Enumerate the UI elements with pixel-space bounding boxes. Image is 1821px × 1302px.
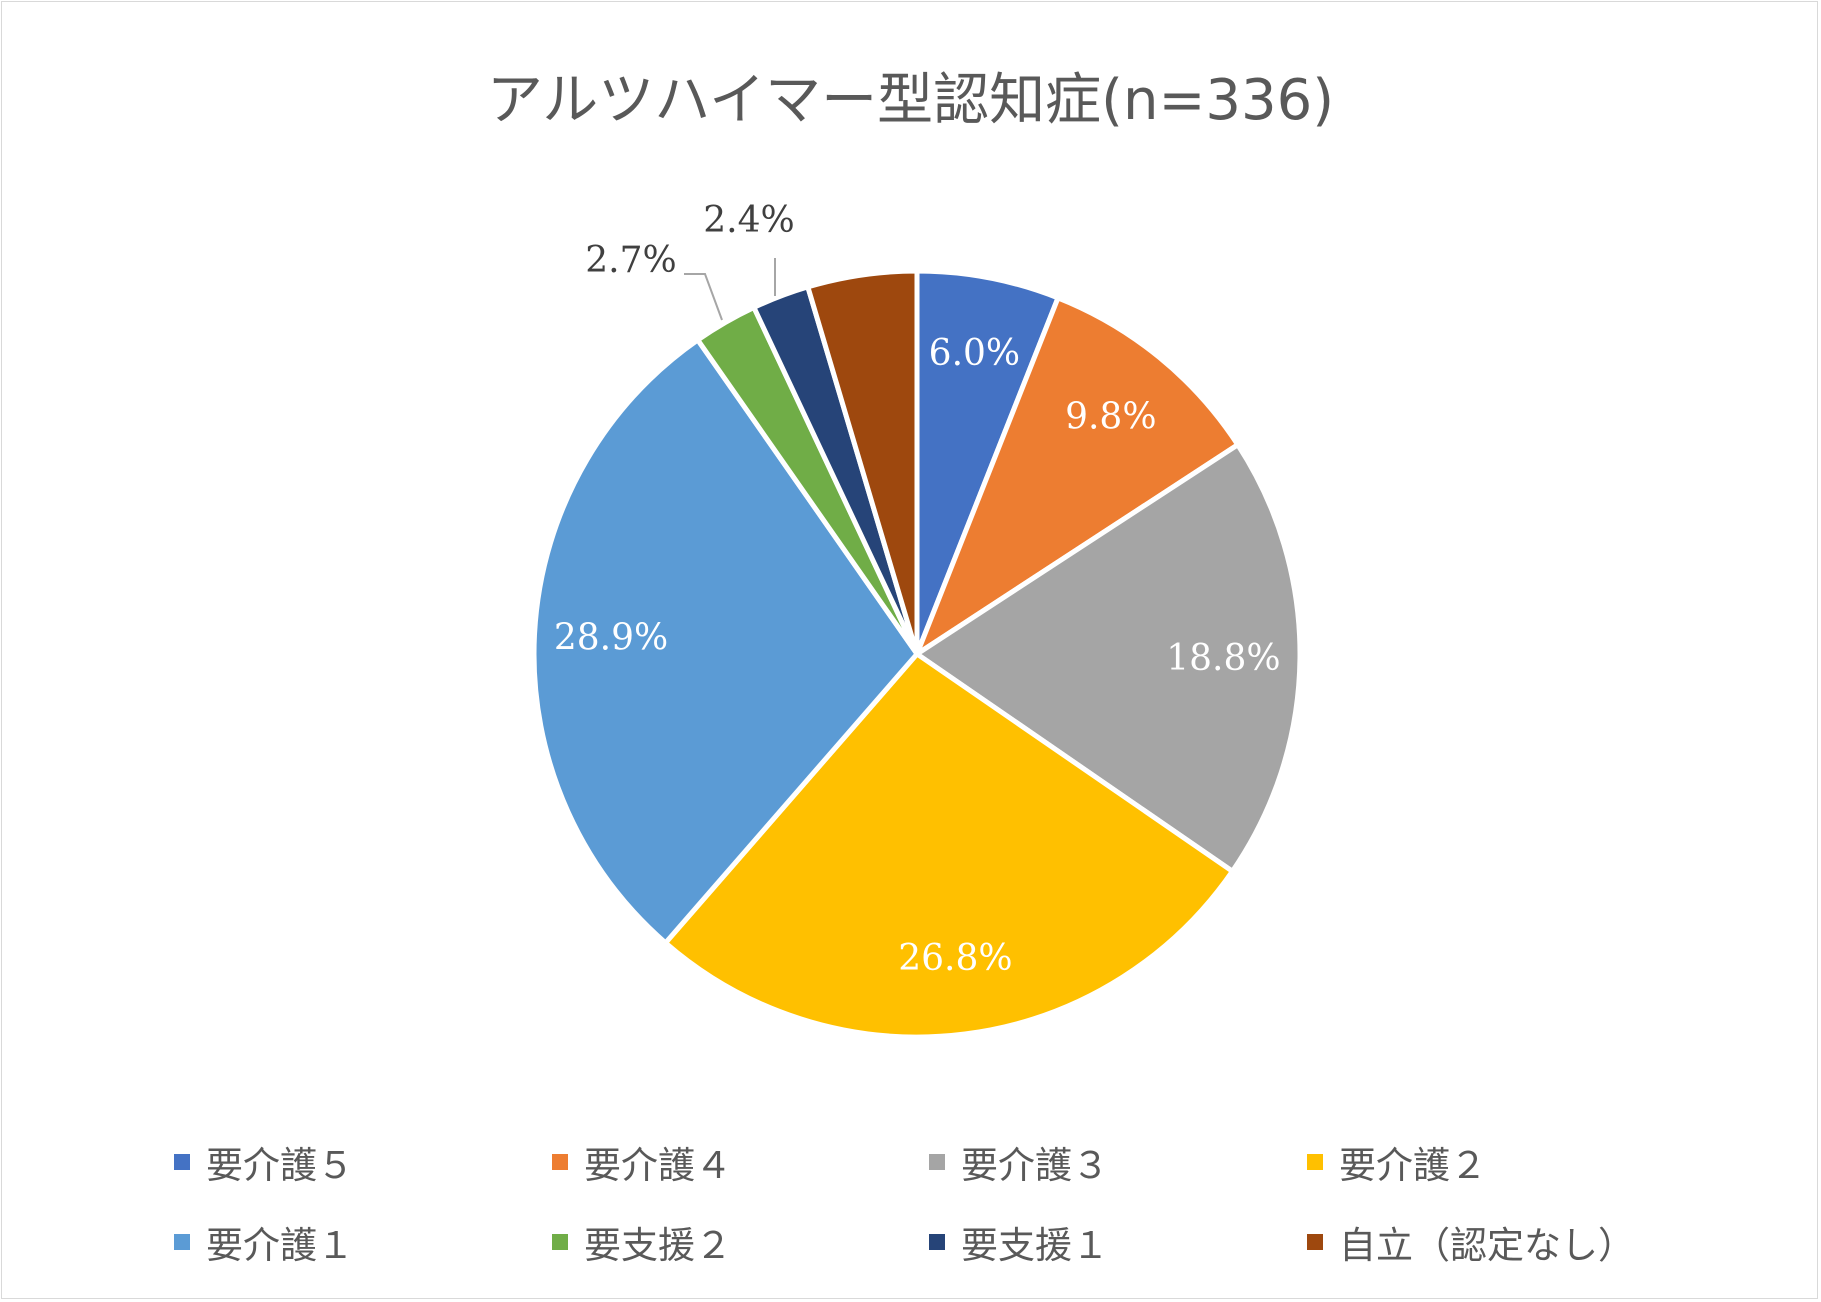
legend-label: 要介護２ (1339, 1144, 1487, 1187)
data-label: 28.9% (554, 618, 668, 659)
legend-swatch (1307, 1234, 1323, 1250)
legend-swatch (552, 1154, 568, 1170)
data-label: 2.4% (703, 200, 794, 241)
legend-label: 自立（認定なし） (1339, 1224, 1635, 1267)
pie-slice (911, 294, 1242, 661)
legend-item: 要介護１ (174, 1215, 354, 1269)
legend-label: 要介護５ (206, 1144, 354, 1187)
pie-slice (531, 336, 921, 947)
leader-line (684, 273, 723, 321)
legend-label: 要介護１ (206, 1224, 354, 1267)
legend-label: 要介護４ (584, 1144, 732, 1187)
legend-item: 要支援１ (929, 1215, 1109, 1269)
legend-swatch (929, 1234, 945, 1250)
legend-label: 要介護３ (961, 1144, 1109, 1187)
chart-title: アルツハイマー型認知症(n=336) (486, 68, 1335, 133)
legend-item: 要介護４ (552, 1135, 732, 1189)
data-label: 6.0% (929, 333, 1020, 374)
legend-item: 要支援２ (552, 1215, 732, 1269)
data-label: 26.8% (898, 938, 1012, 979)
legend-label: 要支援１ (961, 1224, 1109, 1267)
legend-swatch (1307, 1154, 1323, 1170)
legend-item: 要介護２ (1307, 1135, 1487, 1189)
legend-item: 要介護５ (174, 1135, 354, 1189)
data-label: 9.8% (1065, 397, 1156, 438)
data-label: 18.8% (1166, 638, 1280, 679)
pie-slice (661, 650, 1236, 1040)
legend-swatch (174, 1154, 190, 1170)
legend-label: 要支援２ (584, 1224, 732, 1267)
data-label: 2.7% (585, 240, 676, 281)
legend-swatch (552, 1234, 568, 1250)
pie-slice (912, 441, 1303, 875)
legend-item: 自立（認定なし） (1307, 1215, 1635, 1269)
legend-swatch (174, 1234, 190, 1250)
pie-slice (804, 268, 920, 655)
legend-swatch (929, 1154, 945, 1170)
legend-item: 要介護３ (929, 1135, 1109, 1189)
